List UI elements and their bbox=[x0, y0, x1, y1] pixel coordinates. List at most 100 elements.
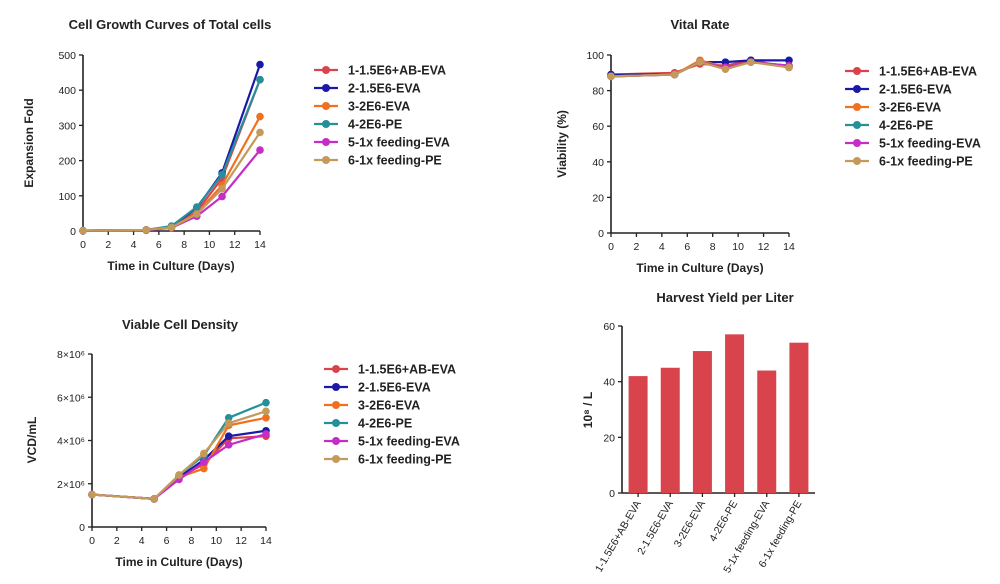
x-tick-label: 6 bbox=[684, 241, 690, 253]
x-tick-label: 1-1.5E6+AB-EVA bbox=[593, 499, 644, 575]
x-tick-label: 2 bbox=[634, 241, 640, 253]
y-tick-label: 40 bbox=[592, 157, 604, 169]
y-tick-label: 8×10⁶ bbox=[57, 349, 85, 361]
x-tick-label: 14 bbox=[260, 535, 272, 547]
x-tick-label: 10 bbox=[732, 241, 744, 253]
y-tick-label: 0 bbox=[598, 228, 604, 240]
x-axis-label: Time in Culture (Days) bbox=[107, 259, 234, 273]
y-axis-label: Expansion Fold bbox=[22, 98, 36, 187]
y-tick-label: 20 bbox=[603, 432, 615, 444]
x-tick-label: 6 bbox=[164, 535, 170, 547]
x-tick-label: 4 bbox=[139, 535, 145, 547]
data-point bbox=[262, 413, 270, 422]
legend-label: 6-1x feeding-PE bbox=[879, 155, 973, 169]
data-point bbox=[192, 210, 201, 218]
data-point bbox=[167, 223, 176, 232]
legend-label: 6-1x feeding-PE bbox=[358, 453, 452, 467]
x-tick-label: 6 bbox=[156, 239, 162, 251]
x-tick-label: 2 bbox=[105, 239, 111, 251]
data-point bbox=[200, 449, 208, 458]
series-line bbox=[91, 435, 267, 501]
legend-marker bbox=[322, 120, 330, 128]
y-tick-label: 20 bbox=[592, 192, 604, 204]
series-line bbox=[91, 416, 267, 501]
chart-title: Viable Cell Density bbox=[122, 317, 239, 332]
y-tick-label: 200 bbox=[58, 156, 76, 168]
y-tick-label: 60 bbox=[592, 121, 604, 133]
data-point bbox=[218, 170, 226, 179]
bar bbox=[692, 351, 712, 493]
x-tick-label: 10 bbox=[210, 535, 222, 547]
data-point bbox=[785, 63, 793, 72]
series-line bbox=[91, 432, 267, 501]
series-line bbox=[610, 60, 790, 78]
data-point bbox=[262, 407, 270, 416]
data-point bbox=[262, 398, 270, 407]
legend-marker bbox=[853, 139, 861, 147]
data-point bbox=[262, 430, 270, 438]
x-tick-label: 4 bbox=[659, 241, 665, 253]
y-axis-label: VCD/mL bbox=[25, 417, 39, 464]
legend-marker bbox=[332, 383, 340, 391]
legend-marker bbox=[853, 121, 861, 129]
data-point bbox=[150, 495, 158, 503]
y-tick-label: 6×10⁶ bbox=[57, 392, 85, 404]
data-point bbox=[218, 192, 226, 201]
legend-marker bbox=[322, 156, 330, 164]
bar bbox=[789, 342, 809, 493]
data-point bbox=[256, 75, 264, 84]
y-tick-label: 0 bbox=[609, 488, 615, 500]
chart-title: Vital Rate bbox=[670, 17, 729, 32]
data-point bbox=[721, 58, 730, 66]
data-point bbox=[696, 58, 704, 66]
data-point bbox=[200, 458, 208, 466]
data-point bbox=[256, 128, 264, 137]
chart-panel-1: Cell Growth Curves of Total cells Time in… bbox=[22, 17, 450, 273]
legend-label: 5-1x feeding-EVA bbox=[348, 136, 450, 150]
data-point bbox=[224, 441, 233, 449]
chart-panel-2: Vital Rate Time in Culture (Days) Viabilit… bbox=[555, 17, 981, 275]
data-point bbox=[721, 65, 730, 74]
data-point bbox=[224, 432, 233, 440]
bar bbox=[725, 334, 745, 493]
x-tick-label: 8 bbox=[710, 241, 716, 253]
legend-label: 1-1.5E6+AB-EVA bbox=[348, 64, 446, 78]
legend-label: 4-2E6-PE bbox=[879, 119, 933, 133]
data-point bbox=[218, 184, 226, 193]
y-tick-label: 0 bbox=[70, 226, 76, 238]
x-axis-label: Time in Culture (Days) bbox=[636, 261, 763, 275]
data-point bbox=[670, 70, 679, 79]
data-point bbox=[79, 226, 87, 235]
x-axis-label: Time in Culture (Days) bbox=[115, 555, 242, 569]
legend-marker bbox=[853, 85, 861, 93]
legend-label: 2-1.5E6-EVA bbox=[358, 381, 431, 395]
data-point bbox=[200, 464, 208, 473]
legend-marker bbox=[853, 67, 861, 75]
x-tick-label: 12 bbox=[229, 239, 241, 251]
bar bbox=[757, 370, 777, 493]
data-point bbox=[192, 203, 201, 211]
data-point bbox=[256, 112, 264, 121]
legend-label: 2-1.5E6-EVA bbox=[348, 82, 421, 96]
series-line bbox=[82, 149, 261, 232]
legend-marker bbox=[322, 102, 330, 110]
data-point bbox=[747, 58, 755, 66]
legend-marker bbox=[322, 84, 330, 92]
data-point bbox=[224, 413, 233, 422]
chart-title: Harvest Yield per Liter bbox=[656, 290, 793, 305]
y-tick-label: 100 bbox=[58, 191, 76, 203]
data-point bbox=[785, 56, 793, 65]
x-tick-label: 2 bbox=[114, 535, 120, 547]
data-point bbox=[175, 471, 183, 479]
data-point bbox=[142, 226, 151, 234]
x-tick-label: 0 bbox=[608, 241, 614, 253]
y-tick-label: 300 bbox=[58, 120, 76, 132]
legend-label: 3-2E6-EVA bbox=[348, 100, 410, 114]
legend-marker bbox=[853, 157, 861, 165]
x-tick-label: 4 bbox=[131, 239, 137, 251]
legend-marker bbox=[332, 455, 340, 463]
legend-label: 6-1x feeding-PE bbox=[348, 154, 442, 168]
chart-panel-3: Viable Cell Density Time in Culture (Days… bbox=[25, 317, 460, 569]
legend-label: 3-2E6-EVA bbox=[358, 399, 420, 413]
